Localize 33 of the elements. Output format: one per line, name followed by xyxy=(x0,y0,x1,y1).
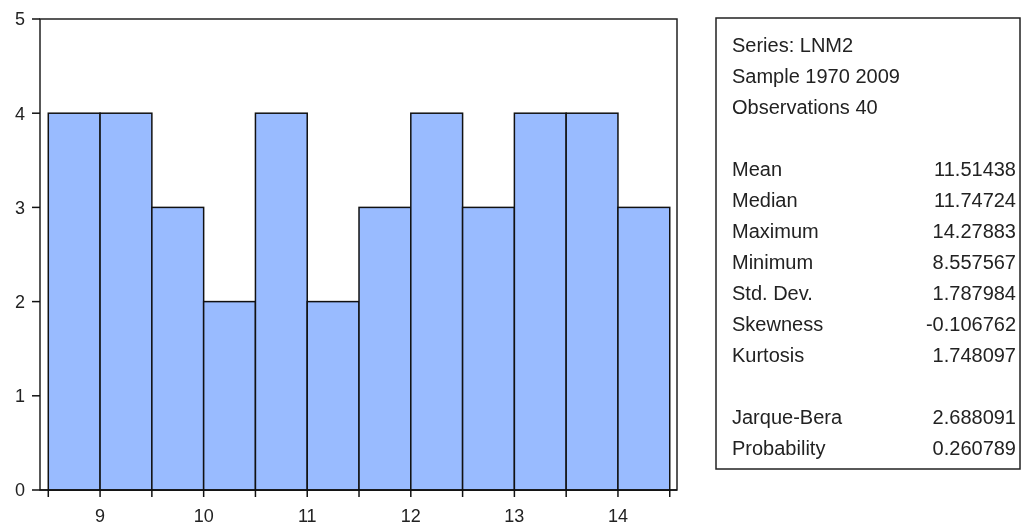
x-tick-label: 12 xyxy=(400,506,421,526)
category-label: Skewness xyxy=(732,313,824,335)
category-label: Std. Dev. xyxy=(732,282,813,304)
y-tick-label: 5 xyxy=(14,9,25,30)
text: Observations 40 xyxy=(732,96,878,118)
x-tick-label: 9 xyxy=(95,506,106,526)
y-tick-label: 2 xyxy=(14,292,25,313)
text: Series: LNM2 xyxy=(732,34,854,56)
data-label: 2.688091 xyxy=(932,406,1016,428)
y-tick-label: 3 xyxy=(14,197,25,218)
text: Sample 1970 2009 xyxy=(732,65,900,87)
y-tick-label: 4 xyxy=(14,103,25,124)
y-tick-label: 0 xyxy=(14,480,25,501)
category-label: Probability xyxy=(732,437,826,459)
category-label: Maximum xyxy=(732,220,819,242)
x-tick-label: 14 xyxy=(607,506,628,526)
x-tick-label: 13 xyxy=(504,506,525,526)
category-label: Kurtosis xyxy=(732,344,805,366)
data-label: -0.106762 xyxy=(925,313,1016,335)
category-label: Median xyxy=(732,189,798,211)
data-label: 8.557567 xyxy=(932,251,1016,273)
y-tick-label: 1 xyxy=(14,386,25,407)
category-label: Minimum xyxy=(732,251,814,273)
data-label: 14.27883 xyxy=(932,220,1016,242)
x-tick-label: 11 xyxy=(297,506,317,526)
x-tick-label: 10 xyxy=(193,506,214,526)
data-label: 11.51438 xyxy=(934,158,1016,180)
data-label: 0.260789 xyxy=(932,437,1016,459)
category-label: Mean xyxy=(732,158,783,180)
data-label: 1.748097 xyxy=(932,344,1016,366)
data-label: 11.74724 xyxy=(934,189,1016,211)
category-label: Jarque-Bera xyxy=(732,406,843,428)
data-label: 1.787984 xyxy=(932,282,1016,304)
